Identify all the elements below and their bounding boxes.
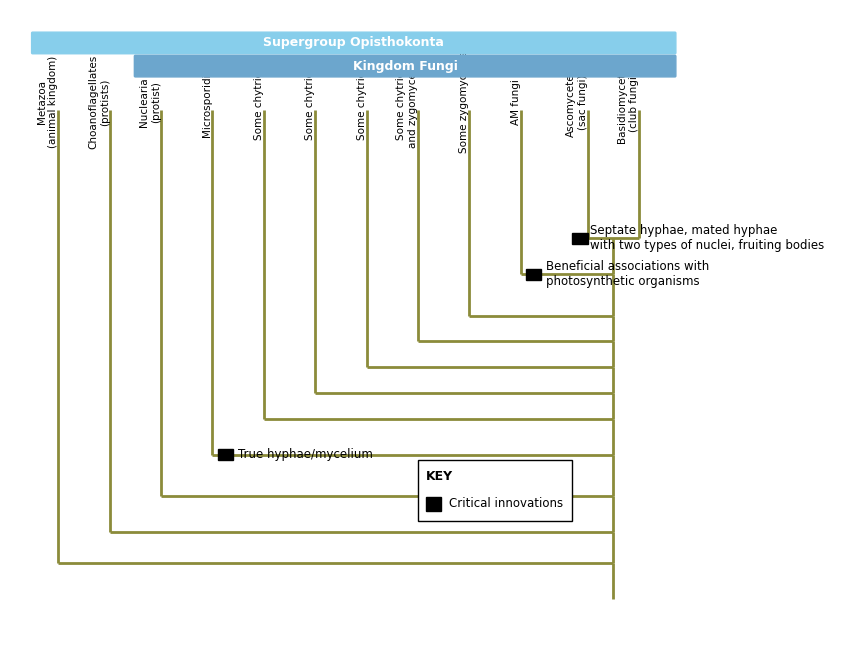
Text: Microsporidia: Microsporidia: [202, 67, 212, 137]
Text: True hyphae/mycelium: True hyphae/mycelium: [238, 448, 373, 461]
Text: Supergroup Opisthokonta: Supergroup Opisthokonta: [264, 36, 445, 49]
Text: Septate hyphae, mated hyphae
with two types of nuclei, fruiting bodies: Septate hyphae, mated hyphae with two ty…: [590, 225, 824, 252]
Bar: [426, 497, 441, 511]
Text: AM fungi: AM fungi: [511, 79, 521, 125]
Text: Critical innovations: Critical innovations: [449, 497, 563, 510]
Text: Some zygomycetes: Some zygomycetes: [459, 51, 469, 153]
Text: Some chytrids
and zygomycetes: Some chytrids and zygomycetes: [396, 57, 418, 148]
Text: Some chytrids: Some chytrids: [254, 64, 264, 139]
Text: Ascomycetes
(sac fungi): Ascomycetes (sac fungi): [566, 68, 587, 137]
Bar: [418, 460, 572, 522]
FancyBboxPatch shape: [31, 32, 676, 54]
Bar: [526, 269, 541, 280]
Text: Metazoa
(animal kingdom): Metazoa (animal kingdom): [37, 56, 59, 148]
Text: Nuclearia
(protist): Nuclearia (protist): [139, 78, 162, 127]
Bar: [572, 233, 587, 244]
Text: Some chytrids: Some chytrids: [357, 64, 366, 139]
Text: Kingdom Fungi: Kingdom Fungi: [353, 60, 457, 73]
Text: Basidiomycetes
(club fungi): Basidiomycetes (club fungi): [617, 61, 639, 143]
Text: Choanoflagellates
(protists): Choanoflagellates (protists): [88, 55, 110, 149]
Text: Some chytrids: Some chytrids: [305, 64, 315, 139]
Text: KEY: KEY: [426, 470, 453, 483]
Text: Beneficial associations with
photosynthetic organisms: Beneficial associations with photosynthe…: [547, 260, 710, 288]
FancyBboxPatch shape: [134, 55, 676, 77]
Bar: [218, 449, 233, 460]
